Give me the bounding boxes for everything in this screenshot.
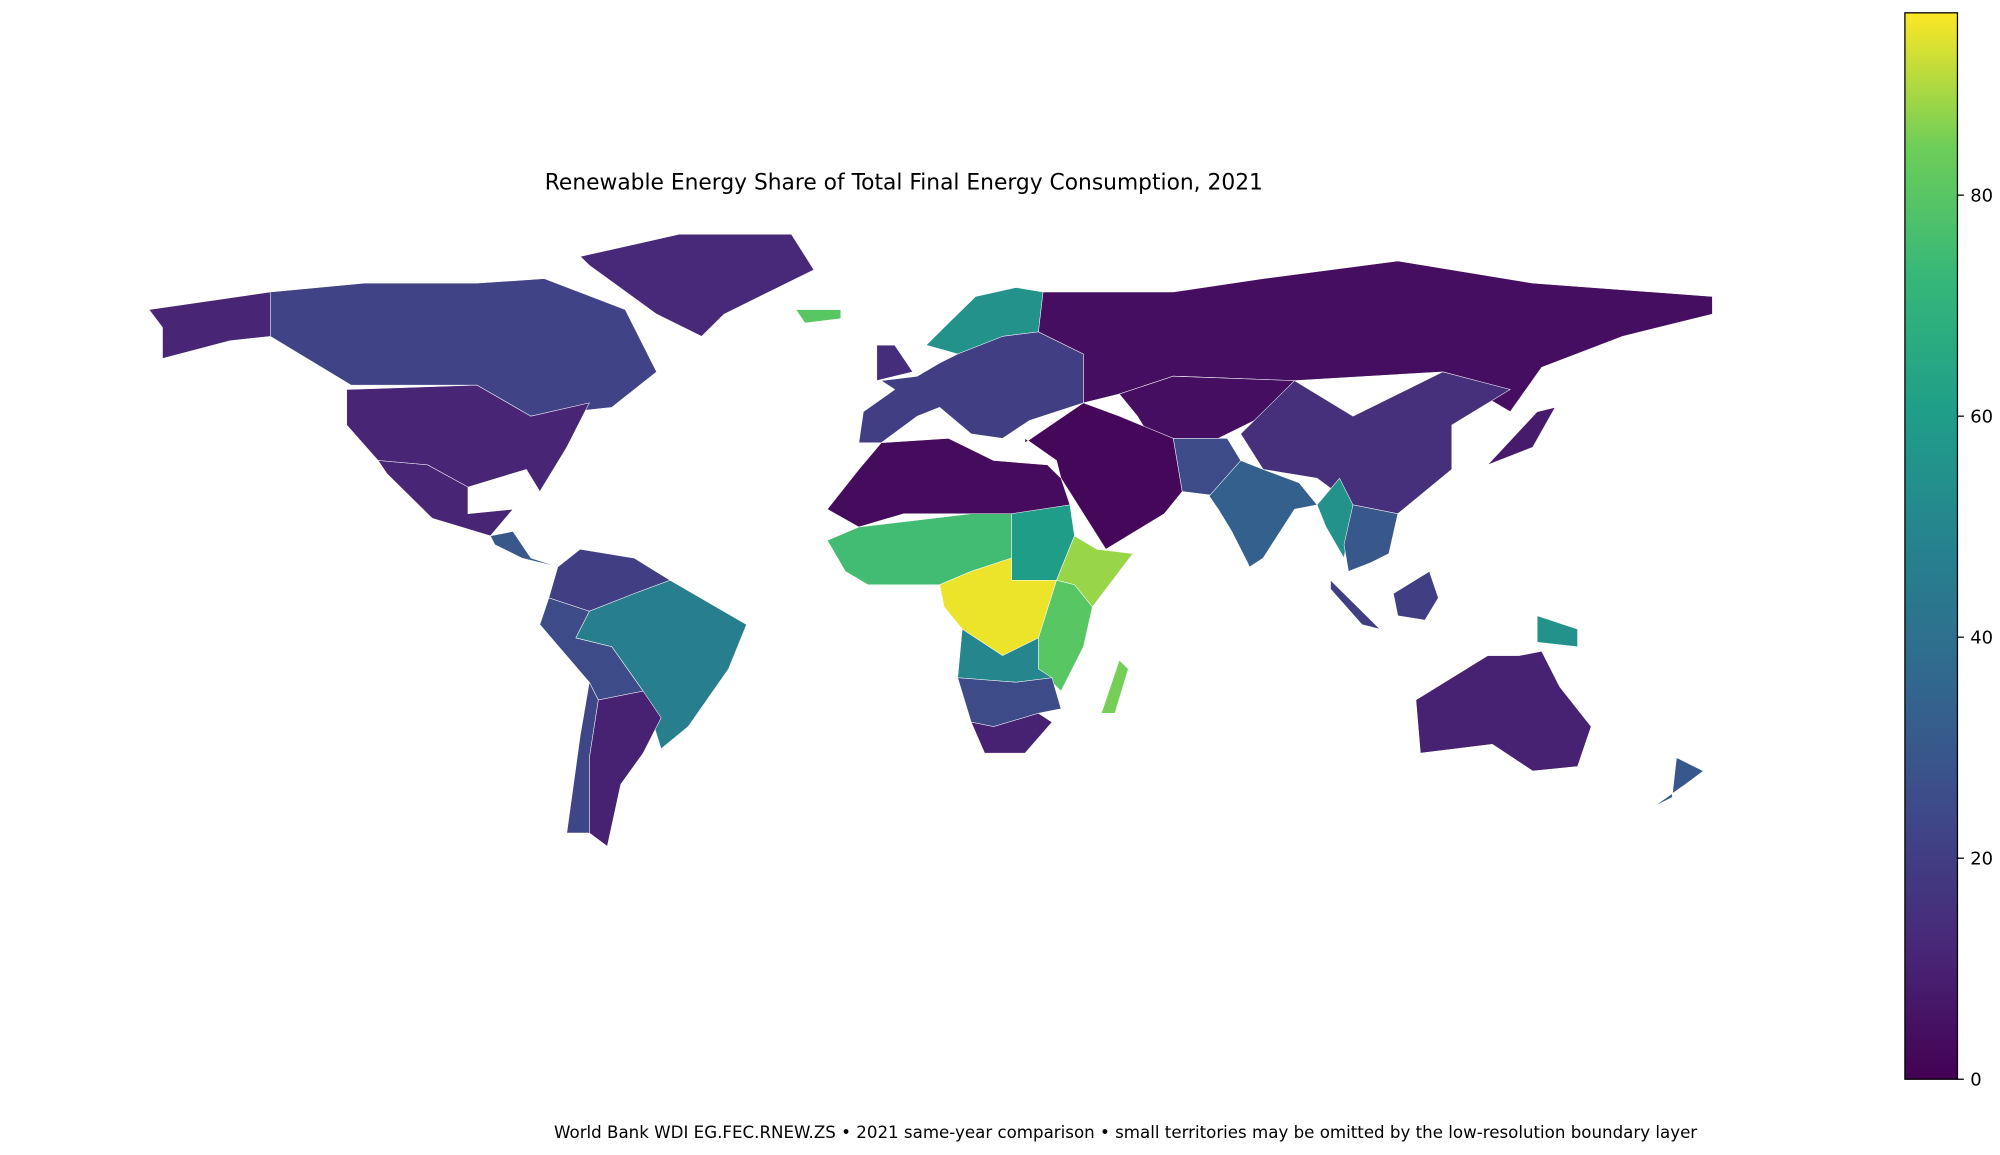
country <box>795 309 842 324</box>
country <box>489 531 558 568</box>
country <box>377 460 514 537</box>
country <box>1038 260 1713 413</box>
colorbar-tick-label: 40 <box>1970 628 1993 649</box>
country <box>1024 402 1183 550</box>
colorbar <box>1904 12 1959 1080</box>
country <box>566 681 599 834</box>
footnote: World Bank WDI EG.FEC.RNEW.ZS • 2021 sam… <box>554 1123 1697 1142</box>
country <box>876 344 914 382</box>
country <box>589 690 662 847</box>
country <box>826 438 1071 528</box>
country <box>1415 650 1592 772</box>
country <box>1330 579 1381 630</box>
map <box>148 234 1713 847</box>
country <box>148 291 271 359</box>
colorbar-tick-label: 80 <box>1970 186 1993 207</box>
colorbar-tick-label: 20 <box>1970 849 1993 870</box>
country <box>1118 375 1296 439</box>
country <box>579 234 815 337</box>
country <box>1653 757 1704 807</box>
chart-title: Renewable Energy Share of Total Final En… <box>545 171 1263 196</box>
country <box>270 278 657 417</box>
country <box>1240 371 1511 514</box>
country <box>346 384 590 493</box>
country <box>1393 571 1439 621</box>
country <box>970 713 1053 754</box>
colorbar-tick-label: 60 <box>1970 407 1993 428</box>
colorbar-tick-label: 0 <box>1970 1070 1981 1091</box>
country <box>1487 406 1556 466</box>
country <box>1208 460 1318 568</box>
colorbar-axis: 0 20 40 60 80 <box>1957 186 1993 1091</box>
country <box>1101 659 1129 714</box>
country <box>1536 615 1578 648</box>
country <box>1343 504 1399 572</box>
